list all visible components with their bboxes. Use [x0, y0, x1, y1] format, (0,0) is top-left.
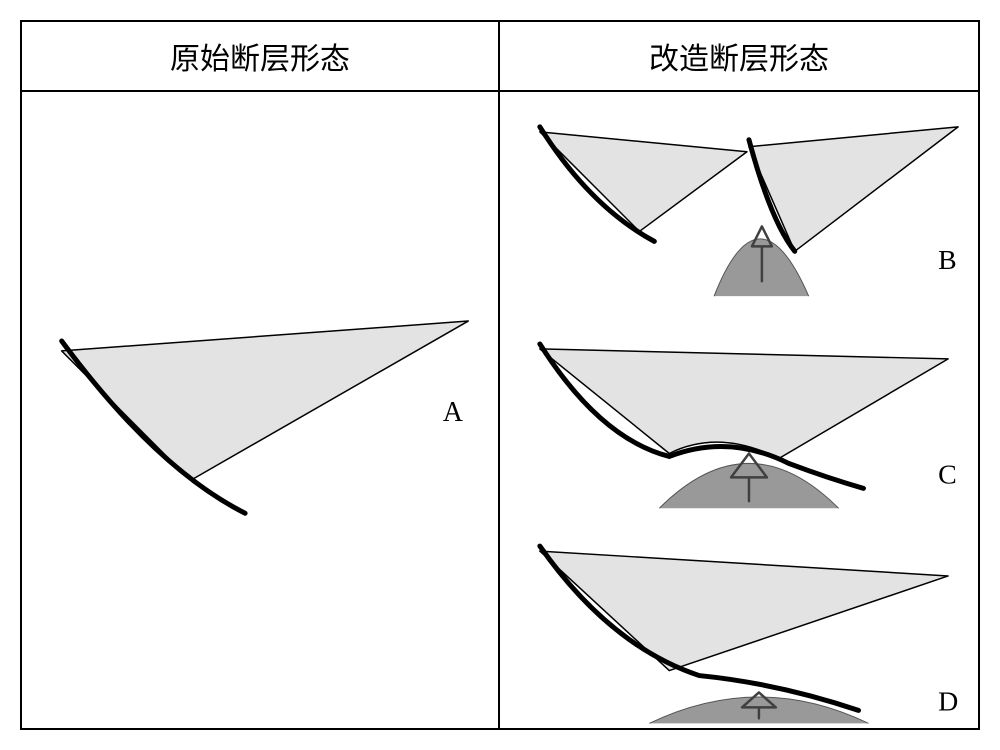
header-original-text: 原始断层形态 [170, 34, 350, 78]
panel-modified: B C D [500, 92, 978, 729]
label-A: A [443, 397, 463, 429]
label-D: D [938, 686, 958, 717]
diagram-original [22, 92, 498, 729]
comparison-table: 原始断层形态 改造断层形态 A B C D [20, 20, 980, 730]
label-B: B [938, 245, 957, 276]
header-modified-text: 改造断层形态 [649, 34, 829, 78]
label-C: C [938, 459, 957, 490]
header-modified: 改造断层形态 [500, 22, 978, 92]
header-original: 原始断层形态 [22, 22, 500, 92]
panel-original: A [22, 92, 500, 729]
diagram-modified: B C D [500, 92, 978, 729]
